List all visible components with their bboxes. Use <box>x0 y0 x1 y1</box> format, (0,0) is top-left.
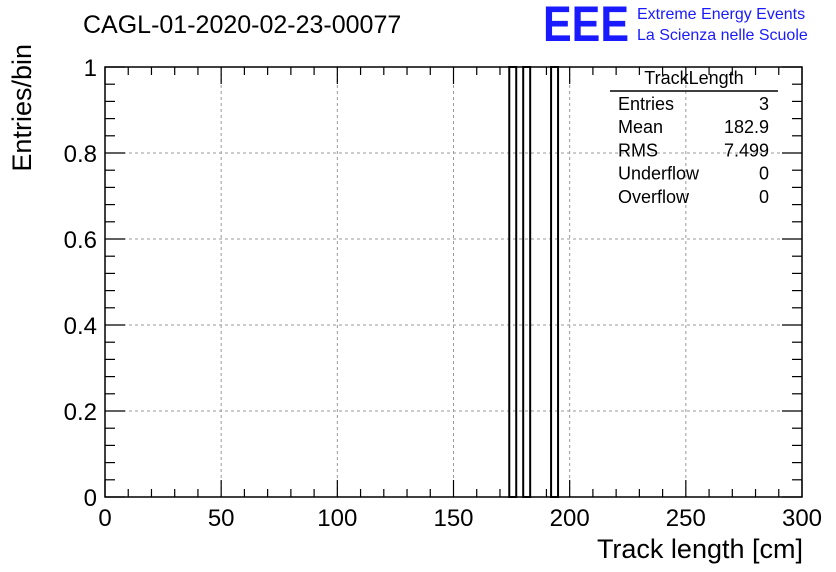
y-tick-label: 0.2 <box>64 399 97 426</box>
histogram-bars <box>508 66 560 498</box>
eee-logo-mark: EEE <box>543 0 629 52</box>
x-tick-label: 50 <box>208 505 235 532</box>
y-axis-label: Entries/bin <box>7 44 37 172</box>
x-tick-label: 250 <box>666 505 706 532</box>
histogram-bar <box>508 66 518 498</box>
logo-line-1: Extreme Energy Events <box>637 6 805 23</box>
x-tick-label: 100 <box>317 505 357 532</box>
y-tick-label: 0.6 <box>64 227 97 254</box>
stats-value: 182.9 <box>724 117 769 137</box>
y-tick-label: 0.8 <box>64 141 97 168</box>
x-tick-label: 0 <box>98 505 111 532</box>
axes <box>104 66 803 498</box>
histogram-bar <box>550 66 560 498</box>
y-tick-label: 1 <box>84 55 97 82</box>
stats-label: Overflow <box>618 187 690 207</box>
stats-label: Mean <box>618 117 663 137</box>
stats-value: 3 <box>759 94 769 114</box>
y-axis-ticks: 0 0.2 0.4 0.6 0.8 1 <box>64 55 802 512</box>
stats-value: 0 <box>759 187 769 207</box>
stats-rows: Entries 3 Mean 182.9 RMS 7.499 Underflow 0 Overf… <box>618 94 769 207</box>
plot-frame <box>104 66 803 498</box>
stats-title: TrackLength <box>644 68 743 88</box>
stats-label: Entries <box>618 94 674 114</box>
y-tick-label: 0.4 <box>64 313 97 340</box>
x-axis-label: Track length [cm] <box>597 534 803 564</box>
x-axis-ticks: 0 50 100 150 200 250 300 <box>98 67 822 532</box>
stats-label: Underflow <box>618 164 700 184</box>
stats-value: 0 <box>759 164 769 184</box>
x-tick-label: 150 <box>433 505 473 532</box>
stats-label: RMS <box>618 140 658 160</box>
stats-value: 7.499 <box>724 140 769 160</box>
logo-line-2: La Scienza nelle Scuole <box>637 27 808 44</box>
x-tick-label: 200 <box>550 505 590 532</box>
histogram-bar <box>522 66 532 498</box>
chart-title: CAGL-01-2020-02-23-00077 <box>83 11 401 39</box>
stats-box: TrackLength Entries 3 Mean 182.9 RMS 7.499 Und… <box>610 68 778 207</box>
x-tick-label: 300 <box>782 505 822 532</box>
y-tick-label: 0 <box>84 485 97 512</box>
eee-logo: EEE Extreme Energy Events La Scienza nel… <box>543 0 808 52</box>
grid-lines <box>105 66 802 497</box>
